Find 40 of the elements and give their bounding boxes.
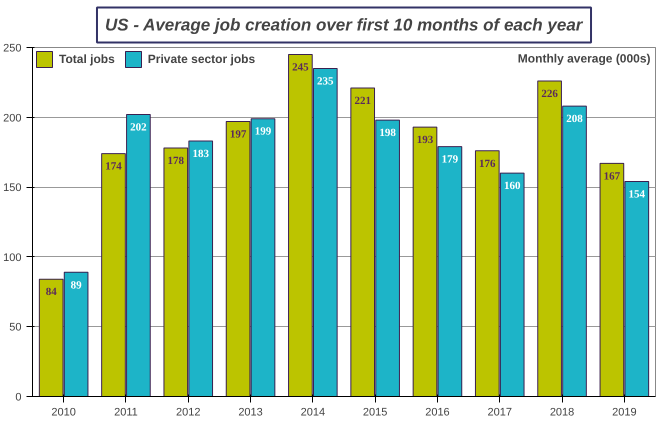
data-label: 84: [46, 286, 58, 298]
data-label: 235: [317, 75, 334, 88]
data-label: 193: [416, 134, 434, 146]
x-tick-label: 2014: [300, 406, 326, 418]
y-tick-label: 0: [15, 392, 22, 404]
data-label: 154: [628, 188, 646, 201]
legend-label: Total jobs: [59, 52, 115, 66]
y-tick-label: 150: [3, 182, 22, 194]
x-tick-label: 2013: [238, 406, 263, 418]
data-label: 197: [230, 128, 247, 140]
data-label: 176: [479, 158, 496, 170]
data-label: 183: [192, 148, 210, 160]
data-label: 89: [70, 279, 82, 292]
data-label: 178: [168, 155, 185, 168]
data-label: 198: [379, 127, 396, 140]
data-label: 179: [442, 154, 459, 166]
y-tick-label: 250: [3, 42, 22, 54]
x-tick-label: 2011: [114, 406, 138, 418]
data-label: 221: [354, 94, 371, 107]
x-tick-label: 2018: [550, 406, 574, 418]
data-label: 160: [504, 180, 521, 192]
x-tick-label: 2019: [612, 406, 637, 418]
data-label: 208: [566, 113, 584, 126]
annotation: Monthly average (000s): [518, 52, 651, 66]
data-label: 202: [130, 122, 148, 134]
legend-label: Private sector jobs: [148, 52, 256, 66]
chart-title: US - Average job creation over first 10 months of each year: [104, 16, 584, 34]
data-label: 226: [541, 88, 558, 100]
x-tick-label: 2016: [425, 406, 450, 418]
y-tick-label: 200: [3, 112, 22, 124]
y-tick-label: 50: [9, 322, 22, 334]
x-tick-label: 2015: [362, 406, 388, 418]
x-tick-label: 2012: [176, 406, 200, 418]
data-label: 174: [105, 160, 122, 173]
data-label: 199: [254, 126, 272, 138]
data-label: 245: [292, 61, 310, 74]
data-label: 167: [604, 170, 621, 182]
x-tick-label: 2017: [488, 406, 512, 418]
y-tick-label: 100: [3, 252, 22, 264]
x-tick-label: 2010: [51, 406, 76, 418]
